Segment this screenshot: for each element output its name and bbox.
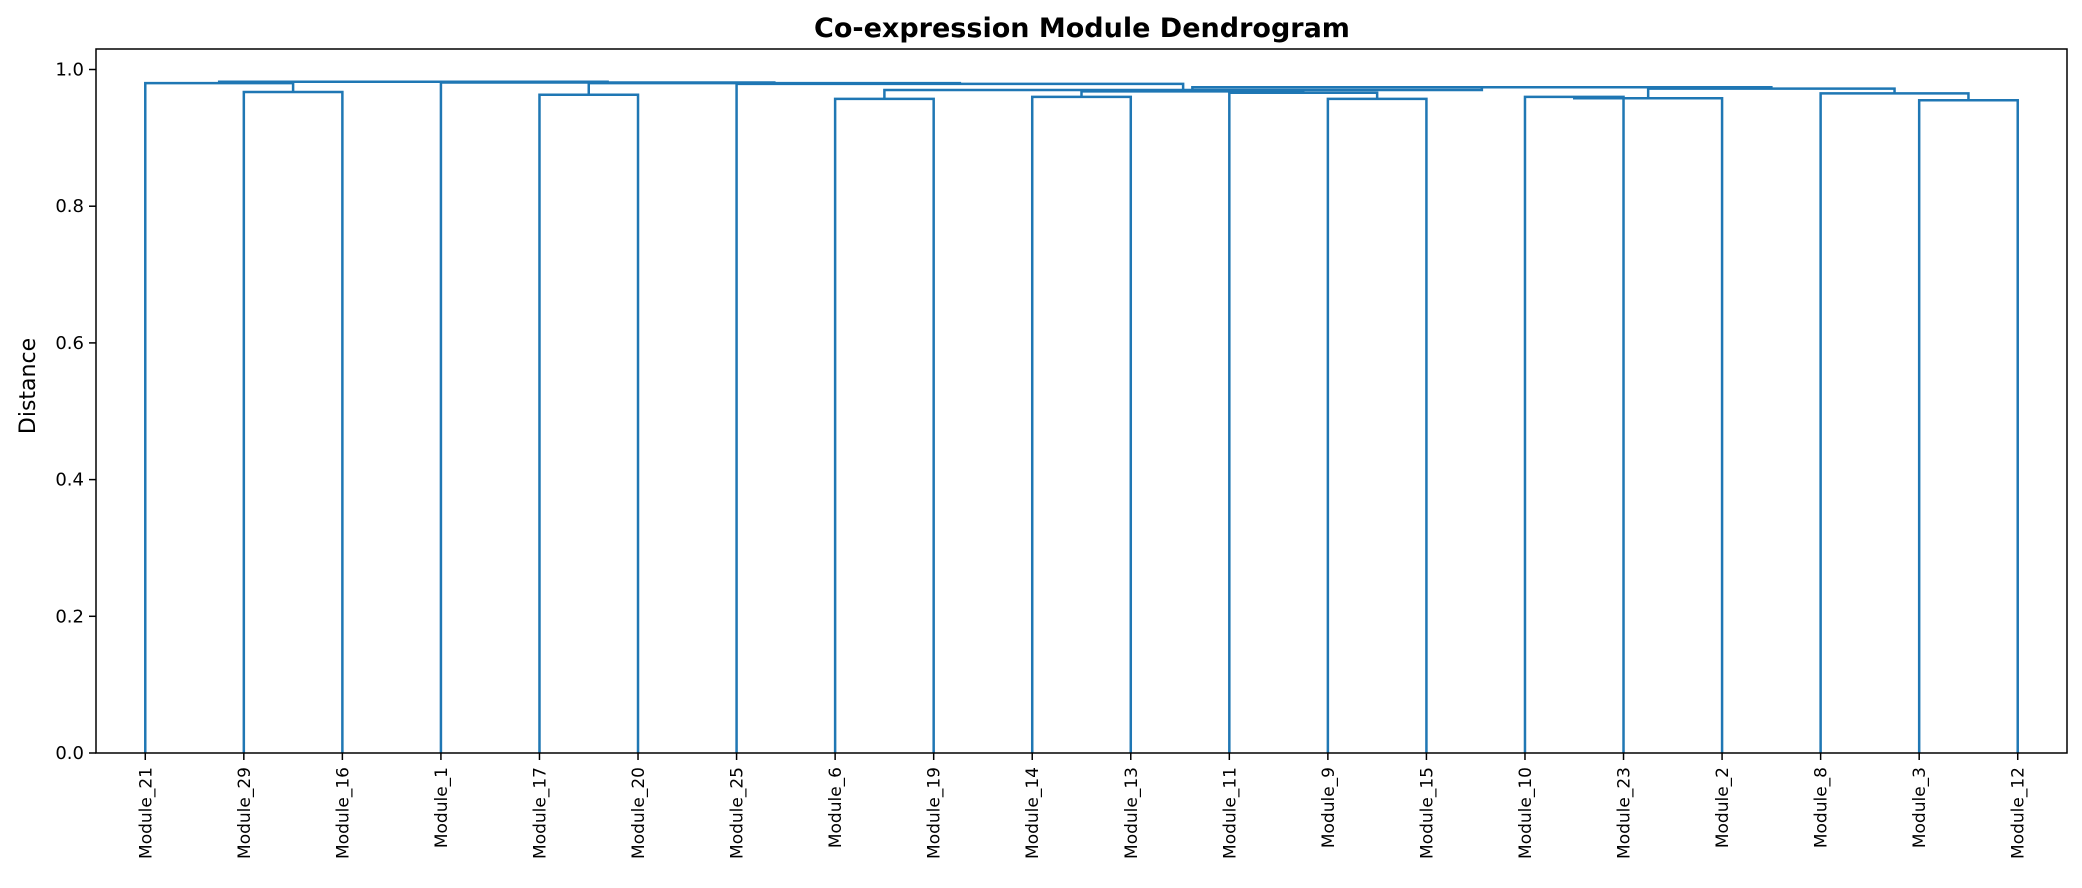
y-tick-label: 0.6 (55, 333, 84, 354)
plot-frame (95, 48, 2068, 754)
dendrogram-link (217, 80, 609, 84)
y-tick-label: 0.0 (55, 743, 84, 764)
leaf-label: Module_9 (1319, 767, 1339, 848)
dendrogram-link (1819, 92, 1970, 753)
leaf-label: Module_17 (530, 767, 550, 859)
leaf-label: Module_10 (1516, 767, 1536, 859)
dendrogram-link (833, 97, 935, 753)
leaf-label: Module_6 (826, 767, 846, 848)
dendrogram-link (242, 90, 344, 753)
leaf-label: Module_2 (1713, 767, 1733, 848)
x-axis-ticks: Module_21 Module_29 Module_16 Module_1 Modul… (136, 753, 2029, 859)
dendrogram-link (1523, 95, 1625, 753)
leaf-label: Module_16 (333, 767, 353, 859)
y-axis-label: Distance (16, 338, 41, 434)
dendrogram-link (1228, 91, 1379, 753)
y-tick-label: 1.0 (55, 60, 84, 81)
leaf-label: Module_20 (629, 767, 649, 859)
dendrogram-links (144, 80, 2019, 753)
leaf-label: Module_3 (1910, 767, 1930, 848)
leaf-label: Module_13 (1122, 767, 1142, 859)
leaf-label: Module_21 (136, 767, 156, 859)
dendrogram-link (1573, 96, 1724, 753)
y-tick-label: 0.4 (55, 470, 84, 491)
leaf-label: Module_19 (925, 767, 945, 859)
leaf-label: Module_14 (1023, 767, 1043, 859)
y-tick-label: 0.8 (55, 196, 84, 217)
dendrogram-link (1917, 99, 2019, 753)
y-tick-label: 0.2 (55, 606, 84, 627)
dendrogram-link (144, 81, 295, 753)
chart-title: Co-expression Module Dendrogram (814, 13, 1350, 44)
leaf-label: Module_15 (1417, 767, 1437, 859)
leaf-label: Module_29 (235, 767, 255, 859)
dendrogram-link (538, 93, 640, 753)
leaf-label: Module_8 (1812, 767, 1832, 848)
leaf-label: Module_1 (432, 767, 452, 848)
leaf-label: Module_23 (1615, 767, 1635, 859)
dendrogram-link (1030, 95, 1133, 753)
leaf-label: Module_12 (2009, 767, 2029, 859)
y-axis-ticks: 0.0 0.2 0.4 0.6 0.8 1.0 (55, 60, 96, 764)
leaf-label: Module_11 (1220, 767, 1240, 859)
dendrogram-link (735, 82, 1185, 753)
dendrogram-link (1326, 97, 1428, 753)
leaf-label: Module_25 (728, 767, 748, 859)
dendrogram-link (439, 81, 776, 753)
